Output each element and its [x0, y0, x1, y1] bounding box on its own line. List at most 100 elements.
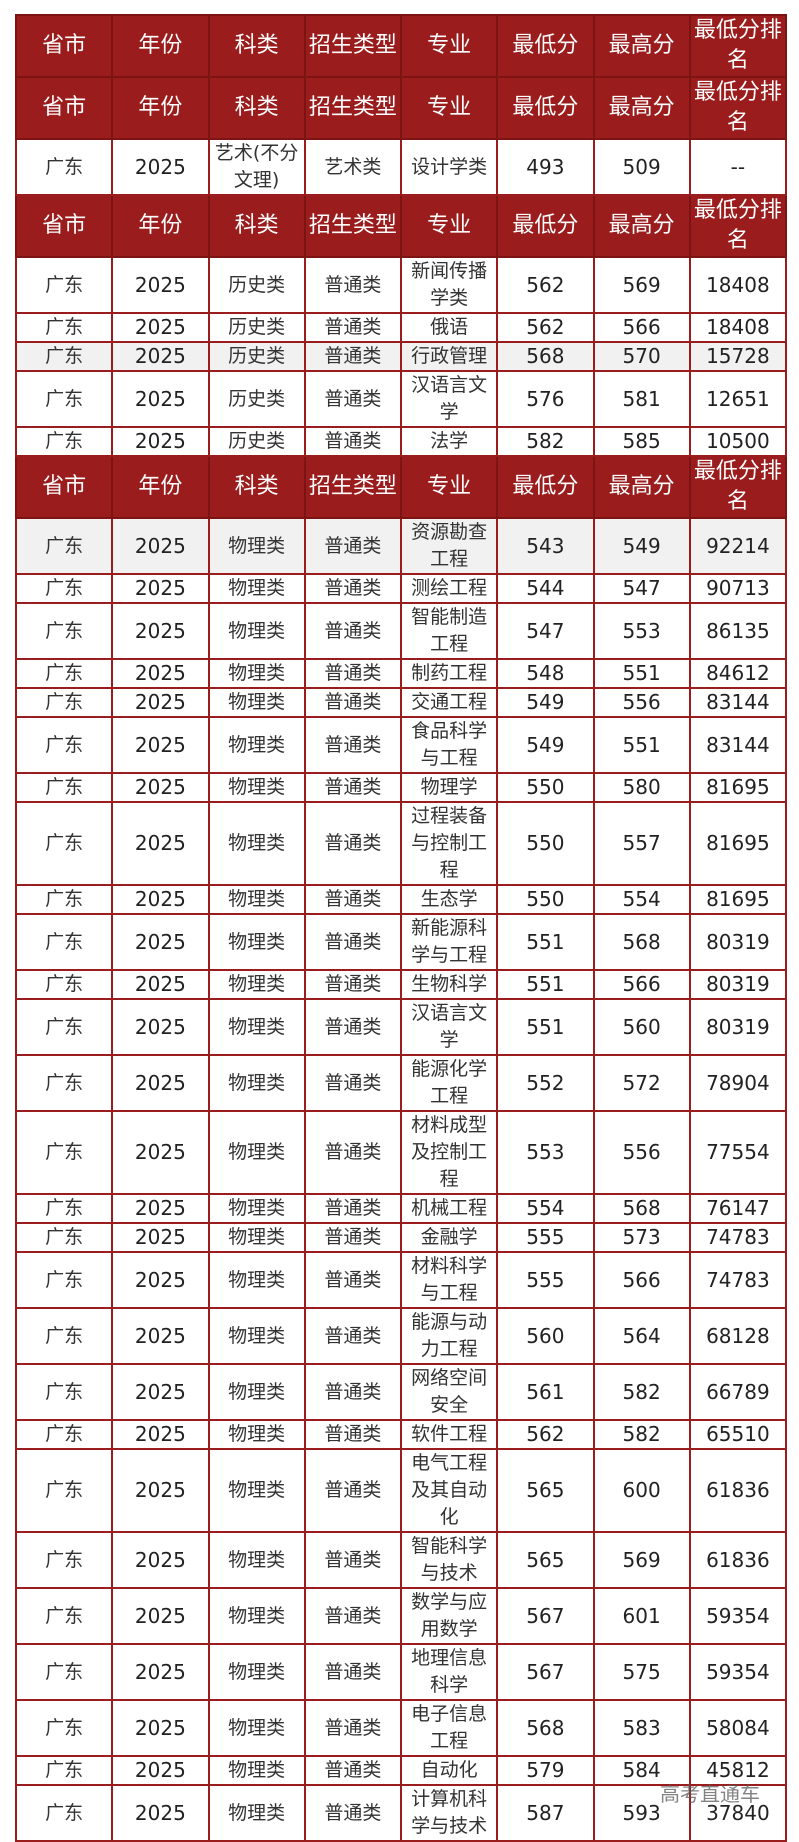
cell-admission-type: 普通类: [303, 716, 403, 774]
cell-year: 2025: [111, 256, 210, 314]
cell-province: 广东: [14, 913, 114, 971]
cell-major: 智能制造工程: [399, 602, 499, 660]
header-province: 省市: [14, 14, 114, 78]
cell-year: 2025: [111, 1251, 210, 1309]
cell-min-score: 562: [496, 1419, 595, 1450]
table-row: 广东 2025 历史类 普通类 行政管理 568 570 15728: [14, 341, 788, 372]
table-row: 广东 2025 物理类 普通类 智能科学与技术 565 569 61836: [14, 1531, 788, 1589]
cell-max-score: 569: [592, 1531, 691, 1589]
cell-province: 广东: [14, 1054, 114, 1112]
cell-province: 广东: [14, 312, 114, 343]
cell-admission-type: 普通类: [303, 1419, 403, 1450]
header-min-score: 最低分: [496, 76, 595, 140]
cell-subject-category: 物理类: [207, 1054, 306, 1112]
cell-max-score: 556: [592, 687, 691, 718]
cell-min-score: 549: [496, 687, 595, 718]
cell-admission-type: 普通类: [303, 1587, 403, 1645]
cell-admission-type: 普通类: [303, 884, 403, 915]
cell-max-score: 600: [592, 1448, 691, 1533]
cell-min-rank: 61836: [688, 1448, 788, 1533]
cell-province: 广东: [14, 884, 114, 915]
cell-major: 食品科学与工程: [399, 716, 499, 774]
cell-max-score: 601: [592, 1587, 691, 1645]
cell-subject-category: 物理类: [207, 1222, 306, 1253]
header-major: 专业: [399, 455, 499, 519]
cell-year: 2025: [111, 1784, 210, 1842]
cell-subject-category: 艺术(不分文理): [207, 138, 306, 196]
cell-subject-category: 物理类: [207, 1448, 306, 1533]
cell-max-score: 568: [592, 913, 691, 971]
cell-major: 电气工程及其自动化: [399, 1448, 499, 1533]
table-row: 广东 2025 物理类 普通类 自动化 579 584 45812: [14, 1755, 788, 1786]
cell-subject-category: 物理类: [207, 1251, 306, 1309]
cell-min-score: 582: [496, 426, 595, 457]
cell-admission-type: 普通类: [303, 687, 403, 718]
cell-subject-category: 物理类: [207, 517, 306, 575]
cell-year: 2025: [111, 772, 210, 803]
header-row: 省市 年份 科类 招生类型 专业 最低分 最高分 最低分排名: [14, 455, 788, 519]
cell-year: 2025: [111, 1587, 210, 1645]
table-row: 广东 2025 物理类 普通类 测绘工程 544 547 90713: [14, 573, 788, 604]
cell-major: 软件工程: [399, 1419, 499, 1450]
cell-min-rank: 90713: [688, 573, 788, 604]
cell-year: 2025: [111, 1448, 210, 1533]
header-province: 省市: [14, 76, 114, 140]
cell-province: 广东: [14, 517, 114, 575]
cell-max-score: 582: [592, 1363, 691, 1421]
cell-major: 金融学: [399, 1222, 499, 1253]
header-year: 年份: [111, 76, 210, 140]
cell-min-rank: 59354: [688, 1643, 788, 1701]
cell-major: 测绘工程: [399, 573, 499, 604]
cell-province: 广东: [14, 1419, 114, 1450]
cell-min-score: 565: [496, 1531, 595, 1589]
cell-min-rank: 78904: [688, 1054, 788, 1112]
table-row: 广东 2025 物理类 普通类 交通工程 549 556 83144: [14, 687, 788, 718]
cell-max-score: 509: [592, 138, 691, 196]
cell-min-score: 576: [496, 370, 595, 428]
cell-year: 2025: [111, 658, 210, 689]
header-subject-category: 科类: [207, 76, 306, 140]
cell-min-score: 544: [496, 573, 595, 604]
cell-year: 2025: [111, 1363, 210, 1421]
cell-min-score: 554: [496, 1193, 595, 1224]
cell-subject-category: 物理类: [207, 1643, 306, 1701]
cell-min-rank: 86135: [688, 602, 788, 660]
cell-admission-type: 普通类: [303, 426, 403, 457]
cell-subject-category: 物理类: [207, 1531, 306, 1589]
cell-max-score: 556: [592, 1110, 691, 1195]
cell-max-score: 582: [592, 1419, 691, 1450]
cell-min-score: 587: [496, 1784, 595, 1842]
table-row: 广东 2025 物理类 普通类 机械工程 554 568 76147: [14, 1193, 788, 1224]
cell-max-score: 551: [592, 658, 691, 689]
cell-min-score: 550: [496, 801, 595, 886]
cell-min-rank: 80319: [688, 969, 788, 1000]
cell-major: 物理学: [399, 772, 499, 803]
header-major: 专业: [399, 14, 499, 78]
cell-subject-category: 物理类: [207, 1363, 306, 1421]
header-min-score: 最低分: [496, 14, 595, 78]
cell-admission-type: 普通类: [303, 1110, 403, 1195]
cell-min-score: 567: [496, 1587, 595, 1645]
cell-major: 能源与动力工程: [399, 1307, 499, 1365]
cell-min-score: 560: [496, 1307, 595, 1365]
cell-max-score: 575: [592, 1643, 691, 1701]
cell-province: 广东: [14, 602, 114, 660]
cell-min-rank: 68128: [688, 1307, 788, 1365]
cell-year: 2025: [111, 998, 210, 1056]
cell-min-rank: 81695: [688, 884, 788, 915]
cell-major: 电子信息工程: [399, 1699, 499, 1757]
table-row: 广东 2025 历史类 普通类 汉语言文学 576 581 12651: [14, 370, 788, 428]
table-row: 广东 2025 物理类 普通类 材料科学与工程 555 566 74783: [14, 1251, 788, 1309]
table-row: 广东 2025 物理类 普通类 电气工程及其自动化 565 600 61836: [14, 1448, 788, 1533]
cell-min-rank: 81695: [688, 772, 788, 803]
cell-year: 2025: [111, 1054, 210, 1112]
cell-admission-type: 普通类: [303, 573, 403, 604]
cell-min-score: 550: [496, 772, 595, 803]
cell-admission-type: 普通类: [303, 658, 403, 689]
cell-min-score: 549: [496, 716, 595, 774]
cell-min-score: 551: [496, 969, 595, 1000]
cell-year: 2025: [111, 602, 210, 660]
cell-year: 2025: [111, 517, 210, 575]
cell-year: 2025: [111, 913, 210, 971]
cell-subject-category: 历史类: [207, 256, 306, 314]
